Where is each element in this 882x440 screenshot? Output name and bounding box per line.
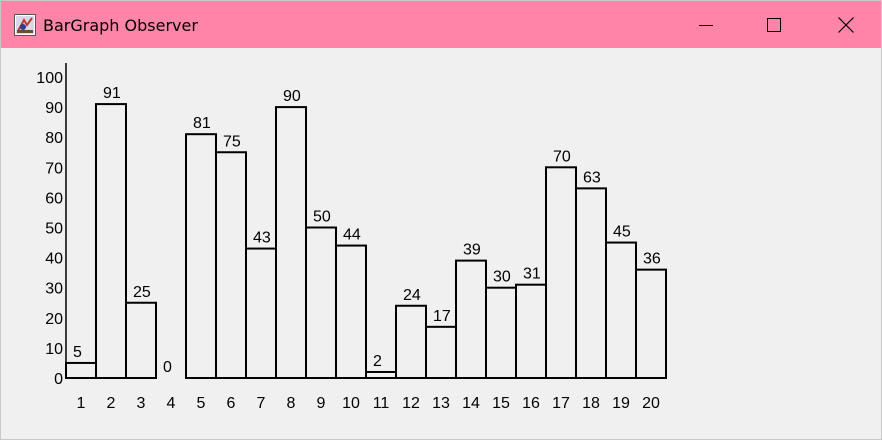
- bar-value-label: 50: [313, 209, 331, 226]
- bar: [515, 283, 547, 379]
- bar: [635, 268, 667, 379]
- bar-value-label: 5: [73, 344, 82, 361]
- x-tick-label: 4: [167, 395, 176, 412]
- bar-value-label: 45: [613, 224, 631, 241]
- bar-value-label: 30: [493, 269, 511, 286]
- bar-value-label: 39: [463, 242, 481, 259]
- bar: [275, 106, 307, 379]
- x-tick-label: 11: [373, 395, 390, 412]
- bar-value-label: 17: [433, 308, 451, 325]
- bar: [485, 286, 517, 379]
- x-tick-label: 19: [612, 395, 630, 412]
- java-app-icon: [14, 14, 36, 36]
- y-tick-label: 90: [45, 100, 63, 117]
- x-tick-label: 1: [77, 395, 86, 412]
- bar-value-label: 44: [343, 227, 361, 244]
- graph-panel: 0 10 20 30 40 50 60 70 80 90 100 5 1 91 2 25 3 0 4 81 5 75 6 43…: [1, 48, 881, 440]
- x-tick-label: 9: [317, 395, 326, 412]
- bar: [335, 244, 367, 379]
- bar: [305, 226, 337, 379]
- bar: [245, 247, 277, 379]
- bar: [425, 325, 457, 379]
- bar: [545, 166, 577, 379]
- x-tick-label: 14: [462, 395, 480, 412]
- y-tick-label: 80: [45, 130, 63, 147]
- y-tick-label: 0: [54, 371, 63, 388]
- bar-value-label: 36: [643, 251, 661, 268]
- close-button[interactable]: [823, 1, 869, 48]
- bar: [455, 259, 487, 379]
- bar: [65, 361, 97, 380]
- bar: [95, 103, 127, 380]
- bar: [605, 241, 637, 379]
- x-tick-label: 2: [107, 395, 116, 412]
- x-tick-label: 15: [492, 395, 510, 412]
- bar-value-label: 0: [163, 359, 172, 376]
- title-bar[interactable]: BarGraph Observer: [1, 1, 881, 48]
- minimize-icon: [699, 24, 713, 26]
- y-tick-label: 50: [45, 221, 63, 238]
- x-tick-label: 12: [402, 395, 420, 412]
- x-tick-label: 16: [522, 395, 540, 412]
- y-tick-label: 100: [36, 70, 63, 87]
- x-tick-label: 3: [137, 395, 146, 412]
- bar: [125, 301, 157, 379]
- bar-value-label: 70: [553, 148, 571, 165]
- maximize-button[interactable]: [751, 1, 797, 48]
- x-tick-label: 18: [582, 395, 600, 412]
- close-icon: [838, 16, 854, 33]
- bar-value-label: 81: [193, 115, 211, 132]
- bar-value-label: 31: [523, 266, 541, 283]
- bar-value-label: 43: [253, 230, 271, 247]
- bar-value-label: 90: [283, 88, 301, 105]
- y-tick-label: 20: [45, 311, 63, 328]
- x-tick-label: 7: [257, 395, 266, 412]
- bar-value-label: 2: [373, 353, 382, 370]
- bar-value-label: 91: [103, 85, 121, 102]
- x-tick-label: 5: [197, 395, 206, 412]
- bar-value-label: 63: [583, 169, 601, 186]
- x-tick-label: 6: [227, 395, 236, 412]
- maximize-icon: [767, 17, 781, 32]
- window-title: BarGraph Observer: [43, 16, 198, 35]
- bar-value-label: 24: [403, 287, 421, 304]
- y-tick-label: 40: [45, 251, 63, 268]
- bar: [575, 187, 607, 379]
- x-tick-label: 20: [642, 395, 660, 412]
- bar: [215, 151, 247, 379]
- bar-chart: 0102030405060708090100519122530481575643…: [36, 63, 667, 412]
- bar: [395, 304, 427, 380]
- x-tick-label: 8: [287, 395, 296, 412]
- minimize-button[interactable]: [683, 1, 729, 48]
- y-tick-label: 60: [45, 190, 63, 207]
- bar-value-label: 25: [133, 284, 151, 301]
- bar-value-label: 75: [223, 133, 241, 150]
- x-tick-label: 13: [432, 395, 450, 412]
- x-tick-label: 17: [552, 395, 570, 412]
- x-tick-label: 10: [342, 395, 360, 412]
- bar: [185, 133, 217, 379]
- y-tick-label: 70: [45, 160, 63, 177]
- y-tick-label: 10: [45, 341, 63, 358]
- bar: [365, 370, 397, 380]
- y-tick-label: 30: [45, 281, 63, 298]
